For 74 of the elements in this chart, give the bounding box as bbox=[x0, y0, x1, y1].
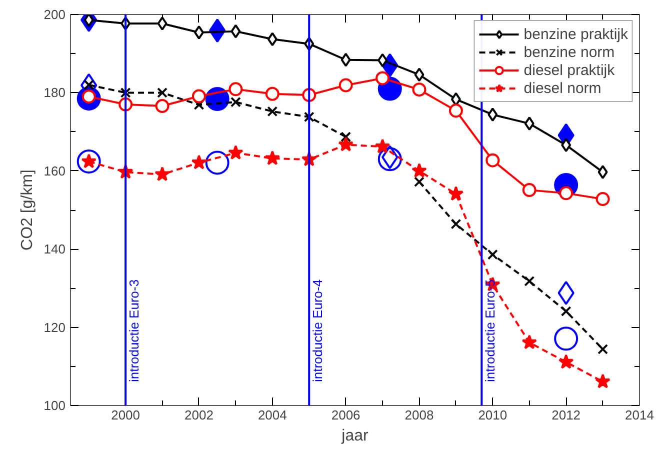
point bbox=[340, 132, 352, 142]
point bbox=[76, 150, 101, 174]
point bbox=[304, 112, 314, 122]
x-tick-label: 2000 bbox=[111, 408, 140, 422]
x-tick-label: 2010 bbox=[478, 408, 508, 422]
point bbox=[120, 87, 131, 98]
point bbox=[267, 32, 278, 46]
point bbox=[157, 16, 168, 30]
point bbox=[487, 249, 498, 260]
point bbox=[598, 344, 608, 354]
point bbox=[228, 144, 244, 160]
point bbox=[595, 374, 610, 388]
y-tick-label: 160 bbox=[44, 163, 66, 178]
point bbox=[598, 165, 608, 180]
x-tick-label: 2008 bbox=[404, 408, 434, 422]
y-tick-label: 140 bbox=[44, 242, 66, 257]
point bbox=[338, 136, 354, 152]
point bbox=[340, 52, 351, 67]
point bbox=[412, 162, 427, 178]
x-tick-label: 2014 bbox=[625, 408, 654, 422]
point bbox=[192, 89, 206, 104]
point bbox=[596, 192, 610, 206]
point bbox=[522, 334, 538, 350]
point bbox=[560, 306, 572, 317]
point bbox=[194, 25, 204, 40]
point bbox=[450, 218, 462, 230]
point bbox=[194, 100, 204, 110]
point bbox=[558, 354, 574, 369]
legend-label: diesel praktijk bbox=[524, 61, 615, 79]
y-tick-label: 200 bbox=[44, 7, 66, 22]
legend-label: diesel norm bbox=[524, 79, 602, 97]
y-tick-label: 100 bbox=[44, 398, 66, 413]
point bbox=[524, 276, 535, 286]
point bbox=[378, 147, 402, 172]
x-tick-label: 2002 bbox=[184, 408, 214, 422]
point bbox=[414, 176, 424, 188]
point bbox=[230, 24, 241, 38]
point bbox=[488, 108, 498, 122]
point bbox=[559, 186, 574, 200]
point bbox=[524, 116, 534, 131]
y-tick-label: 180 bbox=[44, 85, 66, 100]
point bbox=[561, 138, 572, 152]
point bbox=[448, 104, 463, 118]
point bbox=[414, 68, 424, 82]
point bbox=[191, 154, 207, 170]
point bbox=[448, 186, 464, 201]
x-axis-title: jaar bbox=[340, 428, 370, 444]
point bbox=[155, 99, 170, 113]
y-tick-label: 120 bbox=[44, 320, 66, 335]
y-axis-title: CO2 [g/km] bbox=[18, 170, 36, 250]
point bbox=[486, 153, 500, 168]
point bbox=[376, 71, 390, 86]
legend-label: benzine praktijk bbox=[524, 25, 628, 43]
point bbox=[378, 53, 388, 68]
point bbox=[412, 82, 426, 97]
point bbox=[554, 326, 578, 351]
x-tick-label: 2012 bbox=[552, 408, 581, 422]
ref-line-label: introductie Euro-3 bbox=[126, 279, 142, 382]
x-tick-label: 2004 bbox=[258, 408, 287, 422]
point bbox=[230, 96, 241, 108]
point bbox=[374, 138, 390, 154]
point bbox=[205, 150, 230, 175]
ref-line-label: introductie Euro-5 bbox=[482, 279, 498, 382]
point bbox=[264, 150, 280, 166]
point bbox=[267, 106, 278, 117]
point bbox=[265, 86, 280, 101]
ref-line-label: introductie Euro-4 bbox=[310, 279, 326, 382]
point bbox=[157, 87, 168, 98]
point bbox=[338, 78, 353, 92]
x-tick-label: 2006 bbox=[331, 408, 360, 422]
point bbox=[522, 183, 536, 198]
point bbox=[228, 82, 243, 96]
point bbox=[154, 166, 170, 182]
legend-label: benzine norm bbox=[524, 43, 615, 61]
